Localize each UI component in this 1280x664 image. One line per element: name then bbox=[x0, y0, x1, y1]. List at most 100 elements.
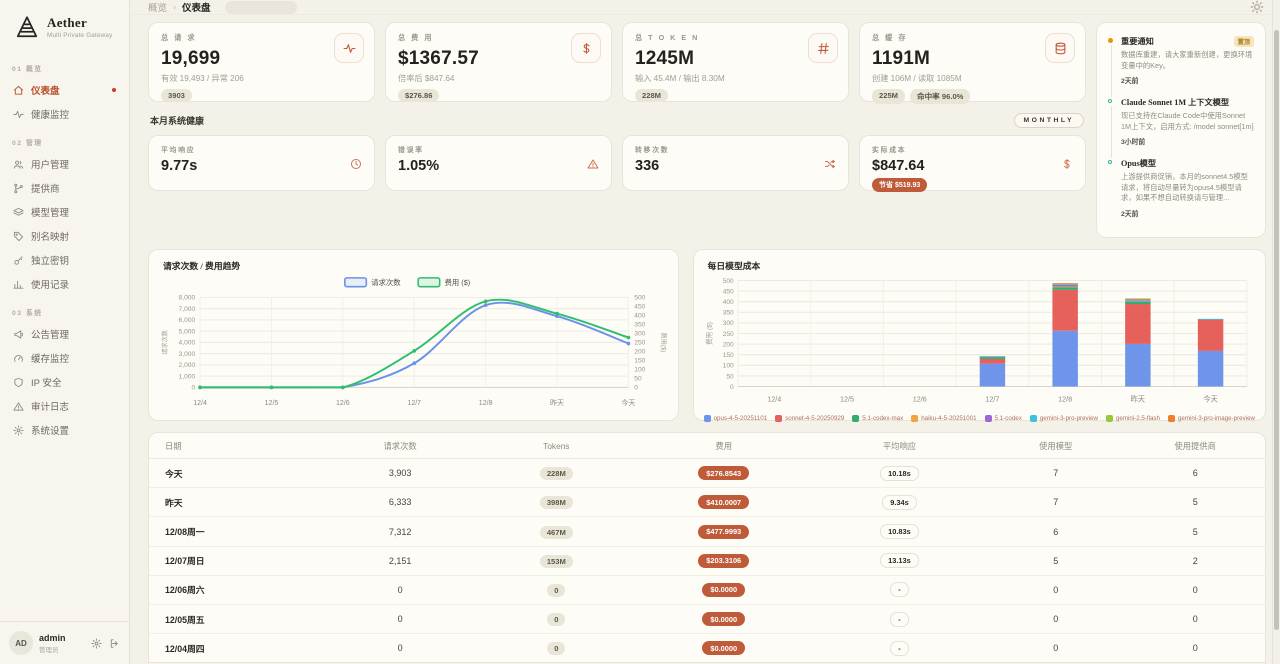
bar-segment[interactable] bbox=[979, 356, 1005, 358]
bar-segment[interactable] bbox=[979, 357, 1005, 359]
sidebar-item-model-management[interactable]: 模型管理 bbox=[10, 200, 119, 224]
cell-cost-badge: $0.0000 bbox=[702, 582, 746, 597]
data-point[interactable] bbox=[412, 349, 417, 353]
left-axis-tick: 3,000 bbox=[179, 351, 196, 358]
scrollbar-thumb[interactable] bbox=[1274, 30, 1279, 630]
legend-item[interactable]: 5.1-codex-max bbox=[852, 415, 903, 423]
data-point[interactable] bbox=[555, 314, 559, 319]
bar-segment[interactable] bbox=[1051, 284, 1078, 287]
logout-icon[interactable] bbox=[109, 638, 120, 649]
sidebar-item-label: IP 安全 bbox=[31, 378, 62, 389]
notification-dot bbox=[1108, 160, 1112, 165]
bar-segment[interactable] bbox=[1051, 330, 1078, 387]
legend-item[interactable]: gemini-3-pro-preview bbox=[1029, 415, 1098, 423]
data-point[interactable] bbox=[626, 335, 631, 340]
sidebar-item-audit-logs[interactable]: 审计日志 bbox=[10, 394, 119, 418]
legend-swatch[interactable] bbox=[417, 277, 441, 288]
bar-segment[interactable] bbox=[1051, 287, 1078, 290]
bar-segment[interactable] bbox=[1124, 298, 1151, 301]
nav-section-label: 03 系统 bbox=[12, 310, 43, 317]
sidebar-item-alias-mapping[interactable]: 别名映射 bbox=[10, 224, 119, 248]
notification-item[interactable]: Opus模型 上游提供商促销，本月的sonnet4.5模型请求，将自动尽量转为op… bbox=[1108, 157, 1254, 229]
table-row[interactable]: 12/05周五 0 0 $0.0000 - 0 0 bbox=[149, 605, 1265, 635]
bar-segment[interactable] bbox=[979, 358, 1005, 364]
bar-segment[interactable] bbox=[1197, 318, 1223, 320]
pinned-badge: 置顶 bbox=[1233, 35, 1254, 47]
legend-item[interactable]: gemini-2.5-flash bbox=[1105, 415, 1160, 423]
data-point[interactable] bbox=[269, 385, 274, 390]
health-label: 实际成本 bbox=[872, 147, 907, 154]
legend-item[interactable]: gemini-3-pro-image-preview bbox=[1167, 415, 1255, 423]
user-settings-icon[interactable] bbox=[91, 637, 102, 649]
bar-segment[interactable] bbox=[979, 363, 1005, 387]
data-point[interactable] bbox=[341, 385, 345, 390]
sidebar-item-dashboard[interactable]: 仪表盘 bbox=[10, 78, 119, 102]
stat-label: 总 费 用 bbox=[398, 33, 434, 42]
bar-segment[interactable] bbox=[1124, 301, 1151, 302]
cell-avg-response-badge: - bbox=[890, 611, 909, 627]
table-row[interactable]: 12/04周四 0 0 $0.0000 - 0 0 bbox=[149, 634, 1265, 664]
scrollbar[interactable] bbox=[1272, 0, 1280, 664]
data-point[interactable] bbox=[412, 361, 417, 366]
legend-item[interactable]: sonnet-4-5-20250929 bbox=[775, 415, 844, 423]
gear-icon bbox=[13, 424, 24, 436]
theme-toggle-icon[interactable] bbox=[1250, 0, 1264, 14]
data-point[interactable] bbox=[483, 303, 488, 308]
notification-item[interactable]: 重要通知 置顶 数据库重建，请大家重新创建，更换环境变量中的Key。 2天前 bbox=[1108, 35, 1254, 98]
left-axis-tick: 6,000 bbox=[179, 317, 196, 324]
sidebar-item-announcements[interactable]: 公告管理 bbox=[10, 322, 119, 346]
table-row[interactable]: 12/06周六 0 0 $0.0000 - 0 0 bbox=[149, 576, 1265, 605]
sidebar-item-user-management[interactable]: 用户管理 bbox=[10, 152, 119, 176]
data-point[interactable] bbox=[555, 311, 559, 316]
stat-value: 1191M bbox=[872, 48, 931, 69]
clock-icon bbox=[351, 159, 361, 169]
sidebar-item-health-monitor[interactable]: 健康监控 bbox=[10, 102, 119, 126]
legend-item[interactable]: haiku-4-5-20251001 bbox=[911, 415, 977, 423]
cell-requests: 0 bbox=[397, 643, 403, 654]
legend-swatch[interactable] bbox=[344, 277, 368, 288]
cell-avg-response-badge: 9.34s bbox=[882, 494, 917, 510]
table-row[interactable]: 12/08周一 7,312 467M $477.9993 10.83s 6 5 bbox=[149, 517, 1265, 547]
cell-requests: 0 bbox=[397, 584, 403, 595]
sidebar-item-system-settings[interactable]: 系统设置 bbox=[10, 418, 119, 442]
table-header-cell: 费用 bbox=[715, 440, 733, 451]
period-badge[interactable]: MONTHLY bbox=[1013, 113, 1084, 128]
y-axis-tick: 400 bbox=[722, 299, 733, 306]
sidebar-item-label: 提供商 bbox=[31, 184, 60, 195]
breadcrumb-root[interactable]: 概览 bbox=[148, 3, 168, 14]
sidebar-item-usage-records[interactable]: 使用记录 bbox=[10, 272, 119, 296]
sidebar-item-standalone-keys[interactable]: 独立密钥 bbox=[10, 248, 119, 272]
sidebar-item-providers[interactable]: 提供商 bbox=[10, 176, 119, 200]
data-point[interactable] bbox=[483, 299, 488, 304]
table-row[interactable]: 12/07周日 2,151 153M $203.3106 13.13s 5 2 bbox=[149, 547, 1265, 576]
legend-item[interactable]: 5.1-codex bbox=[984, 415, 1022, 423]
alert-icon bbox=[13, 401, 24, 411]
table-row[interactable]: 昨天 6,333 398M $410.0007 9.34s 7 5 bbox=[149, 488, 1265, 518]
bar-segment[interactable] bbox=[1051, 283, 1078, 285]
table-header: 日期 请求次数 Tokens 费用 平均响应 使用模型 使用提供商 bbox=[149, 433, 1265, 460]
megaphone-icon bbox=[14, 329, 24, 339]
bar-segment[interactable] bbox=[1124, 301, 1151, 305]
bar-segment[interactable] bbox=[1051, 289, 1078, 331]
sidebar-item-ip-security[interactable]: IP 安全 bbox=[10, 370, 119, 394]
sidebar-item-cache-monitor[interactable]: 缓存监控 bbox=[10, 346, 119, 370]
bar-segment[interactable] bbox=[1197, 350, 1223, 387]
bar-segment[interactable] bbox=[1124, 300, 1151, 302]
health-value: $847.64 bbox=[872, 158, 925, 174]
bar-segment[interactable] bbox=[1051, 286, 1078, 288]
data-point[interactable] bbox=[626, 341, 631, 346]
right-axis-tick: 450 bbox=[634, 304, 645, 311]
legend-item[interactable]: opus-4-5-20251101 bbox=[703, 415, 768, 423]
bar-segment[interactable] bbox=[1124, 304, 1151, 344]
data-point[interactable] bbox=[198, 385, 202, 390]
notification-item[interactable]: Claude Sonnet 1M 上下文模型 现已支持在Claude Code中使… bbox=[1108, 96, 1254, 159]
left-axis-tick: 0 bbox=[191, 385, 195, 392]
bar-segment[interactable] bbox=[1124, 298, 1151, 300]
bar-segment[interactable] bbox=[1197, 319, 1223, 351]
cell-models: 7 bbox=[1053, 497, 1059, 508]
legend-label: 费用 ($) bbox=[445, 278, 471, 287]
legend-label: opus-4-5-20251101 bbox=[713, 415, 768, 423]
table-row[interactable]: 今天 3,903 228M $276.8543 10.18s 7 6 bbox=[149, 459, 1265, 489]
bar-segment[interactable] bbox=[1051, 283, 1078, 285]
bar-segment[interactable] bbox=[1124, 343, 1151, 387]
